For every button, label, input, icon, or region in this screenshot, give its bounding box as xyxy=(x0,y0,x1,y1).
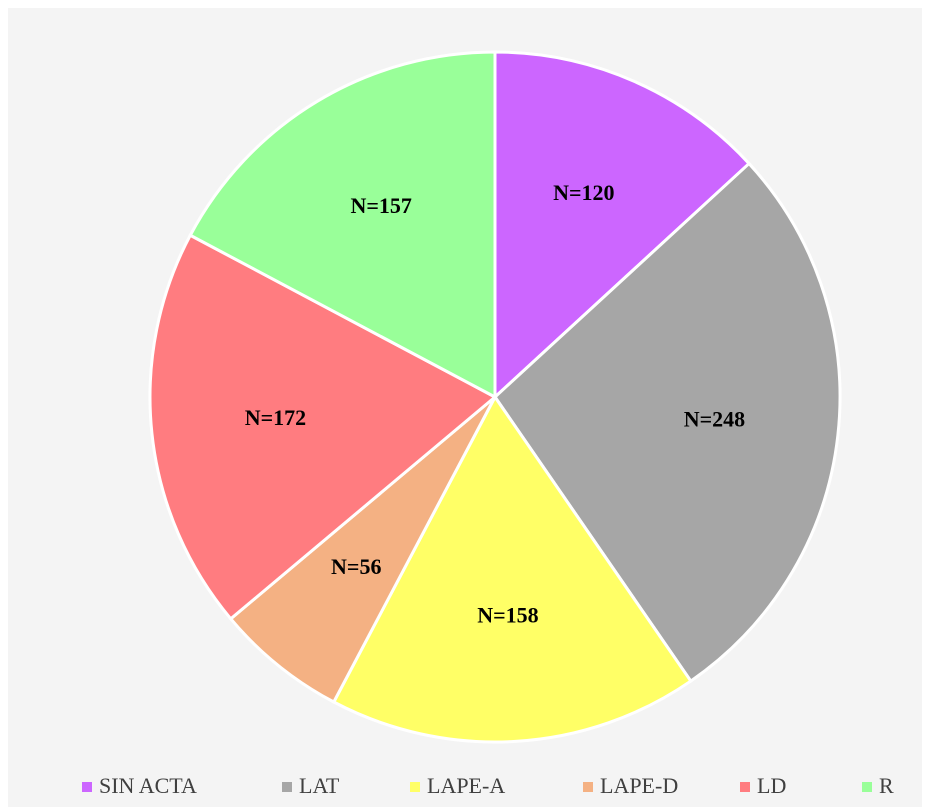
pie-slice xyxy=(331,394,693,744)
pie-slice xyxy=(493,161,842,684)
legend-label: LAPE-A xyxy=(427,773,505,798)
pie-slice xyxy=(148,233,498,621)
data-label: N=56 xyxy=(331,554,381,579)
pie-slice xyxy=(493,50,752,401)
legend-marker xyxy=(740,782,750,792)
pie-slice xyxy=(188,50,497,400)
data-label: N=158 xyxy=(477,602,538,627)
legend-marker xyxy=(282,782,292,792)
data-label: N=120 xyxy=(553,180,614,205)
data-label: N=172 xyxy=(245,405,306,430)
data-label: N=248 xyxy=(684,407,745,432)
data-label: N=157 xyxy=(350,193,411,218)
legend-label: SIN ACTA xyxy=(99,773,197,798)
legend-marker xyxy=(862,782,872,792)
pie-slice xyxy=(228,395,497,705)
legend-label: LD xyxy=(757,773,786,798)
legend-marker xyxy=(410,782,420,792)
legend-label: LAT xyxy=(299,773,340,798)
legend-label: LAPE-D xyxy=(600,773,678,798)
legend-marker xyxy=(82,782,92,792)
legend-marker xyxy=(583,782,593,792)
legend-label: R xyxy=(879,773,894,798)
